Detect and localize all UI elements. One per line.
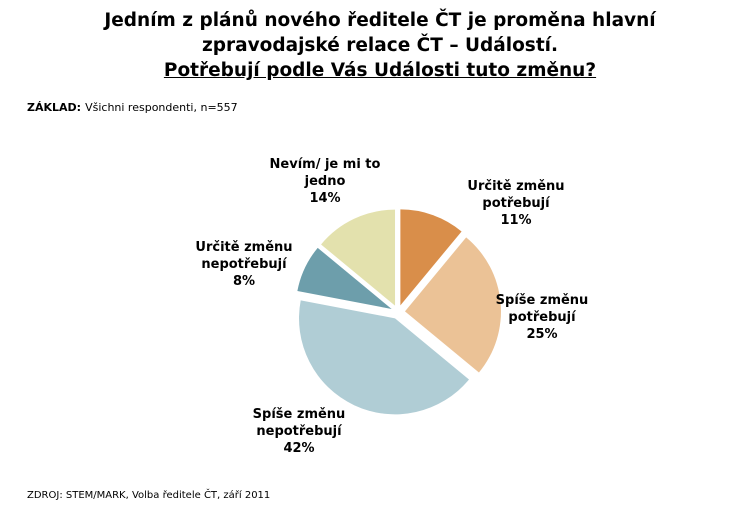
pie-slice-spise-zmenu-potrebuji — [404, 237, 501, 373]
slice-label-spise-zmenu-potrebuji: Spíše změnu potřebují 25% — [496, 293, 589, 342]
slice-label-urcite-zmenu-potrebuji: Určitě změnu potřebují 11% — [467, 179, 564, 228]
basis-text: Všichni respondenti, n=557 — [85, 101, 238, 114]
pie-slice-urcite-zmenu-nepotrebuji — [297, 247, 392, 310]
sample-basis: ZÁKLAD: Všichni respondenti, n=557 — [27, 101, 238, 114]
title-line-1: Jedním z plánů nového ředitele ČT je pro… — [104, 10, 656, 31]
source-note: ZDROJ: STEM/MARK, Volba ředitele ČT, zář… — [27, 490, 271, 501]
title-line-3: Potřebují podle Vás Události tuto změnu? — [163, 60, 597, 81]
slice-label-urcite-zmenu-nepotrebuji: Určitě změnu nepotřebují 8% — [195, 240, 292, 289]
pie-slice-urcite-zmenu-potrebuji — [400, 209, 462, 306]
slice-label-nevim-je-mi-to-jedno: Nevím/ je mi to jedno 14% — [270, 157, 381, 206]
chart-title: Jedním z plánů nového ředitele ČT je pro… — [60, 8, 700, 83]
title-line-2: zpravodajské relace ČT – Událostí. — [201, 35, 559, 56]
basis-label: ZÁKLAD: — [27, 101, 82, 114]
slice-label-spise-zmenu-nepotrebuji: Spíše změnu nepotřebují 42% — [253, 407, 346, 456]
pie-slice-nevim-je-mi-to-jedno — [321, 209, 396, 306]
pie-slice-spise-zmenu-nepotrebuji — [299, 300, 469, 415]
